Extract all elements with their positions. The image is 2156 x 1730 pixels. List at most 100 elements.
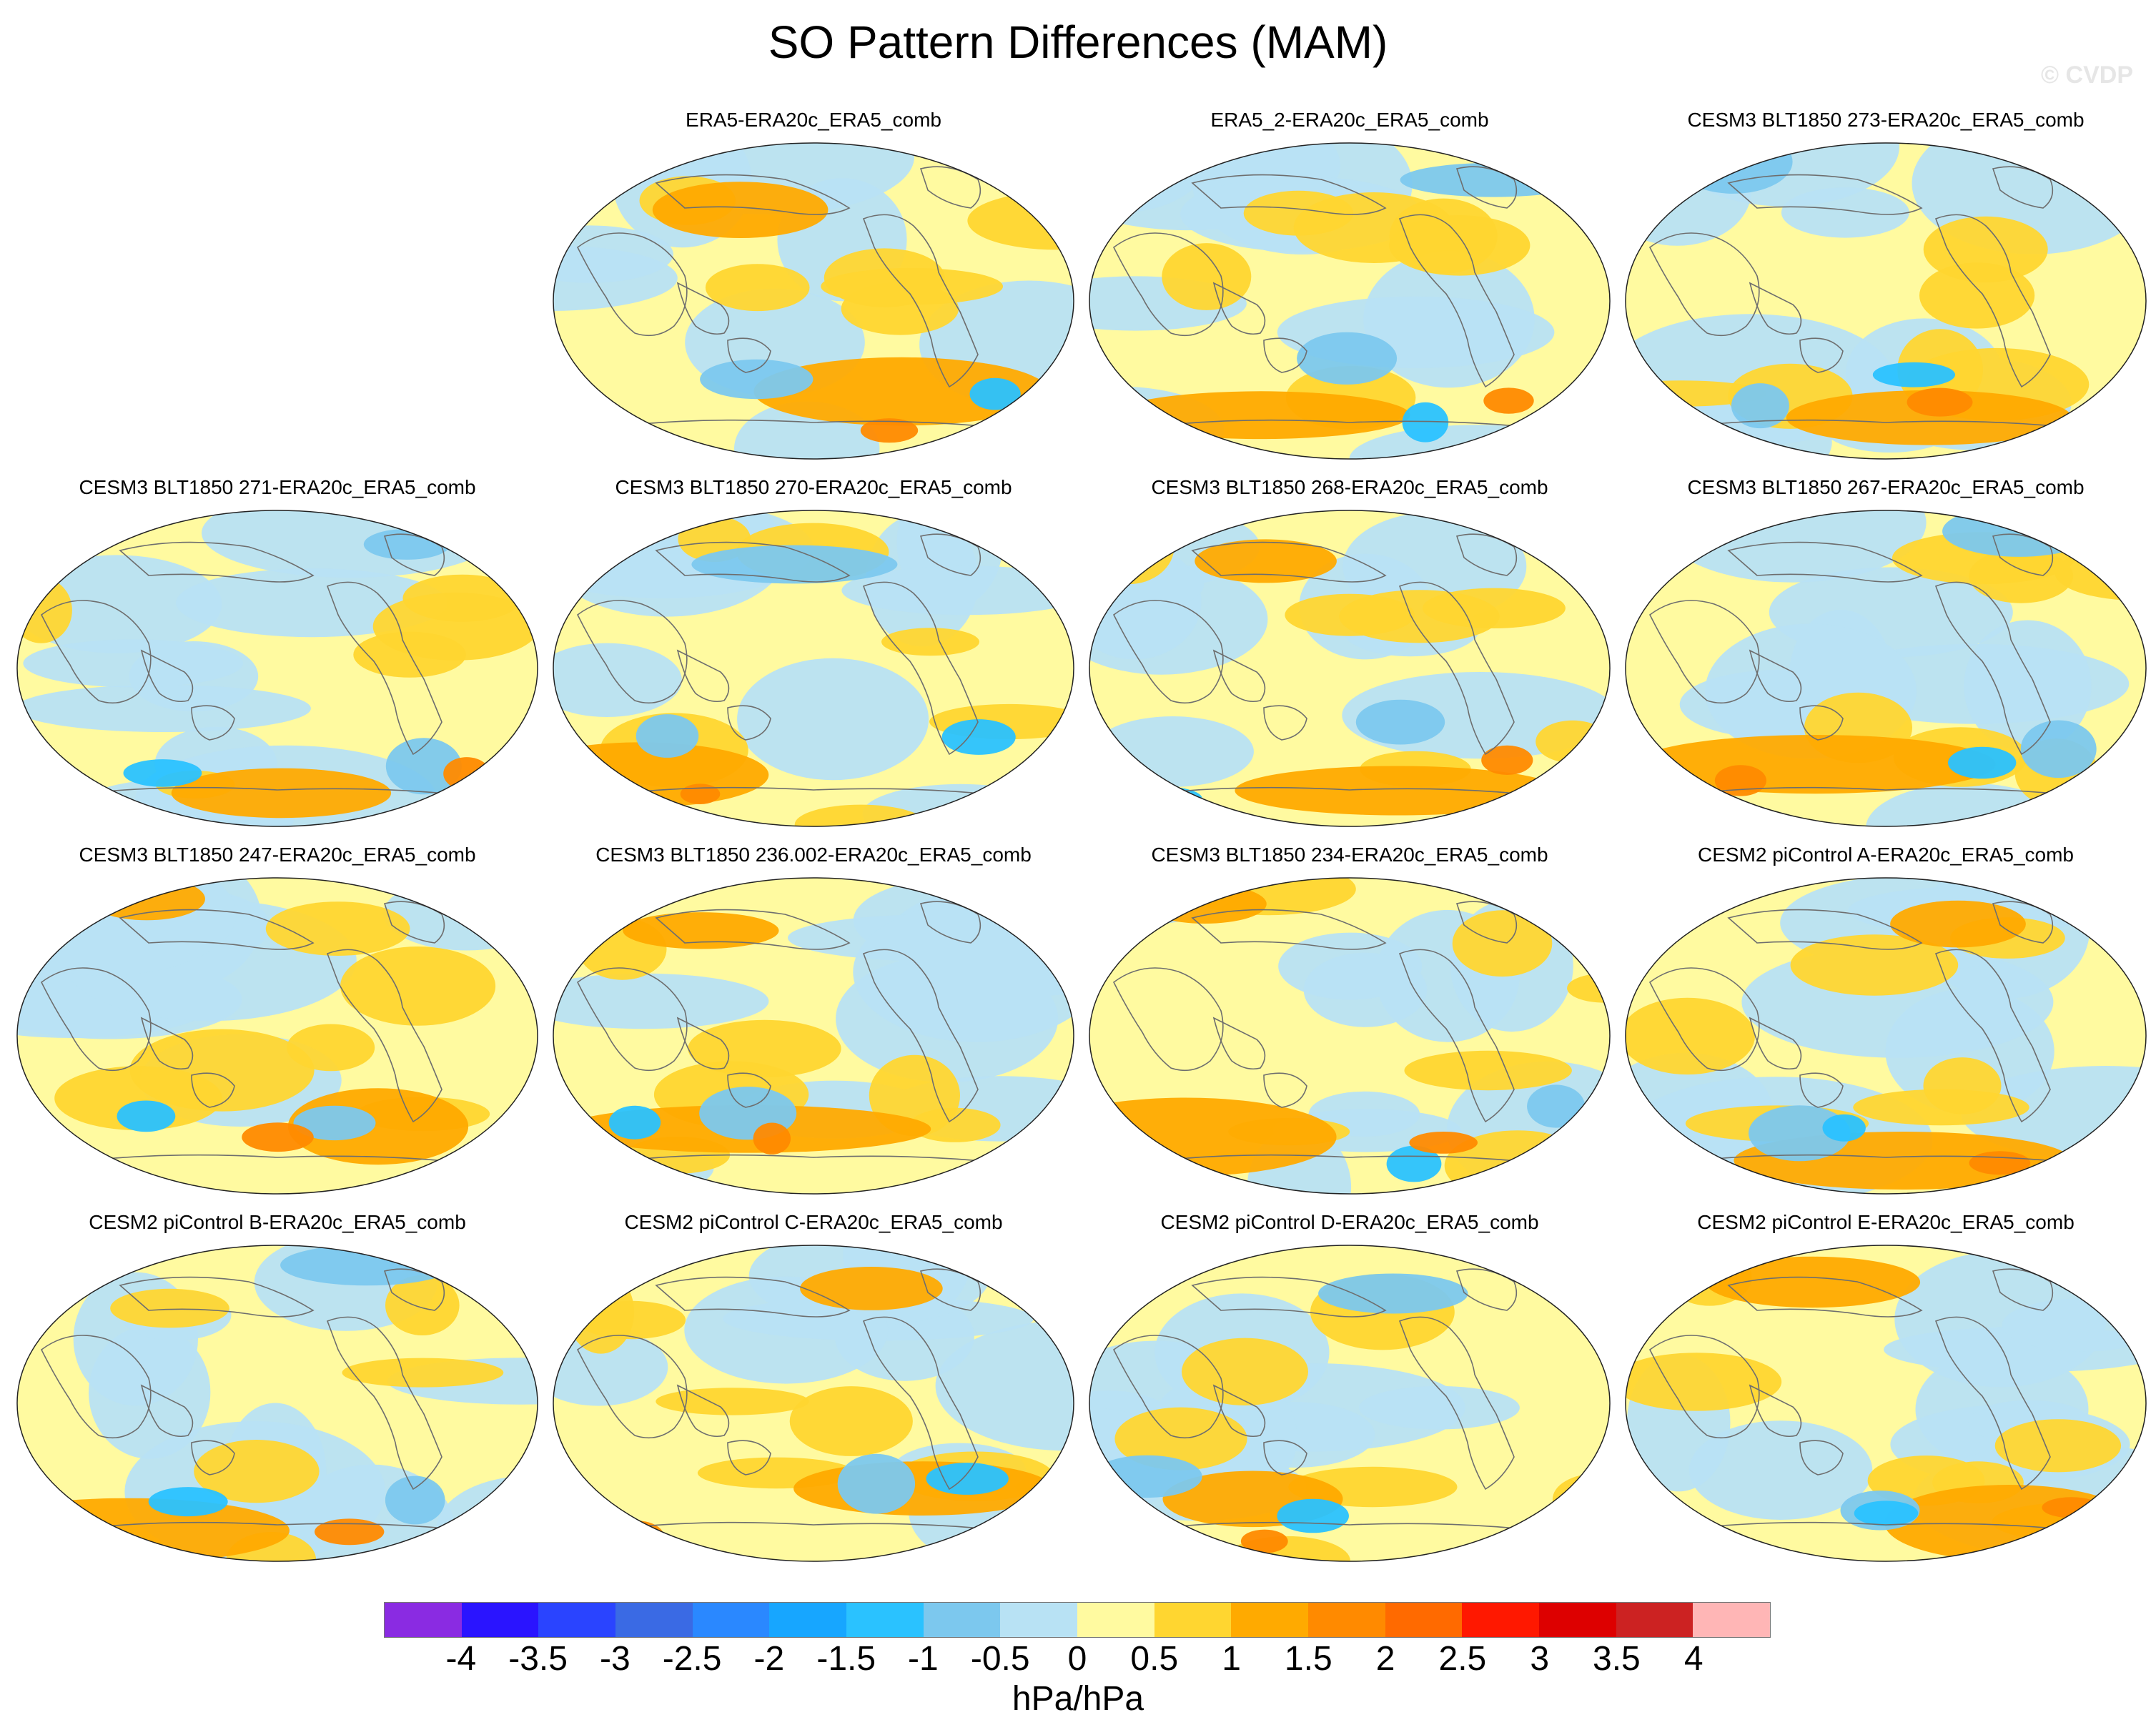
positive-anomaly-contour — [1404, 1050, 1572, 1091]
map-panel: CESM3 BLT1850 270-ERA20c_ERA5_comb — [549, 473, 1078, 838]
global-map — [553, 877, 1074, 1195]
coastline — [676, 1384, 730, 1438]
map-outline — [1089, 1245, 1611, 1562]
coastline — [140, 649, 194, 703]
positive-anomaly-contour — [372, 592, 538, 661]
coastline — [576, 967, 688, 1072]
coastline — [1455, 901, 1518, 944]
negative-anomaly-contour — [700, 359, 814, 400]
coastline — [1648, 967, 1760, 1072]
panel-title: CESM3 BLT1850 267-ERA20c_ERA5_comb — [1687, 476, 2085, 498]
map-outline — [16, 877, 538, 1195]
positive-anomaly-contour — [265, 901, 410, 956]
coastline — [727, 1072, 771, 1108]
map-outline — [16, 510, 538, 827]
map-outline — [553, 877, 1074, 1195]
panel-title: CESM3 BLT1850 234-ERA20c_ERA5_comb — [1151, 844, 1548, 866]
positive-anomaly-contour — [753, 357, 1049, 426]
coastline — [576, 600, 688, 704]
panel-title: CESM3 BLT1850 271-ERA20c_ERA5_comb — [79, 476, 476, 498]
colorbar-tick-label: -1 — [908, 1640, 939, 1678]
positive-anomaly-contour — [1240, 1529, 1288, 1553]
global-map — [1089, 142, 1611, 460]
global-map — [1625, 142, 2147, 460]
positive-anomaly-contour — [1790, 934, 1959, 996]
coastline — [119, 909, 315, 950]
panel-title: CESM3 BLT1850 268-ERA20c_ERA5_comb — [1151, 476, 1548, 498]
coastline — [1799, 705, 1844, 741]
coastline — [1648, 1335, 1760, 1439]
colorbar-swatch — [1385, 1603, 1463, 1637]
negative-anomaly-contour — [553, 973, 769, 1029]
coastline — [1749, 1017, 1802, 1070]
coastline — [1398, 581, 1515, 756]
positive-anomaly-contour — [1195, 539, 1337, 583]
coastline — [140, 1017, 194, 1070]
negative-anomaly-contour — [1402, 402, 1449, 443]
positive-anomaly-contour — [1626, 1353, 1782, 1411]
negative-anomaly-contour — [636, 714, 699, 758]
coastline — [1749, 1384, 1802, 1438]
map-panel: CESM2 piControl A-ERA20c_ERA5_comb — [1621, 841, 2150, 1205]
coastline — [862, 1316, 979, 1491]
panel-title: CESM2 piControl C-ERA20c_ERA5_comb — [624, 1211, 1003, 1233]
map-outline — [1625, 1245, 2147, 1562]
coastline — [1263, 337, 1307, 373]
map-panel: CESM2 piControl D-ERA20c_ERA5_comb — [1085, 1208, 1614, 1573]
positive-anomaly-contour — [821, 267, 1003, 305]
colorbar-swatch — [1231, 1603, 1309, 1637]
positive-anomaly-contour — [171, 768, 392, 819]
negative-anomaly-contour — [553, 643, 682, 718]
positive-anomaly-contour — [17, 577, 72, 643]
negative-anomaly-contour — [385, 1476, 445, 1525]
negative-anomaly-contour — [280, 1245, 455, 1286]
panel-title: CESM3 BLT1850 273-ERA20c_ERA5_comb — [1687, 109, 2085, 131]
negative-anomaly-contour — [117, 1100, 176, 1132]
negative-anomaly-contour — [691, 545, 898, 584]
coastline — [40, 600, 152, 704]
positive-anomaly-contour — [688, 1019, 841, 1078]
negative-anomaly-contour — [1948, 746, 2017, 779]
map-panel: CESM3 BLT1850 271-ERA20c_ERA5_comb — [13, 473, 542, 838]
coastline — [1455, 533, 1518, 576]
negative-anomaly-contour — [553, 225, 673, 283]
coastline — [1934, 214, 2051, 388]
map-outline — [1625, 877, 2147, 1195]
page-title: SO Pattern Differences (MAM) — [768, 16, 1388, 68]
map-outline — [16, 1245, 538, 1562]
map-panel: CESM3 BLT1850 273-ERA20c_ERA5_comb — [1621, 106, 2150, 470]
positive-anomaly-contour — [789, 1386, 913, 1456]
coastline — [862, 581, 979, 756]
coastline — [1191, 541, 1387, 583]
colorbar-tick-label: -2 — [753, 1640, 785, 1678]
global-map — [553, 510, 1074, 827]
negative-anomaly-contour — [385, 738, 462, 795]
colorbar-swatch — [692, 1603, 770, 1637]
colorbar-tick-label: -3.5 — [508, 1640, 568, 1678]
map-outline — [1625, 142, 2147, 460]
coastline — [727, 337, 771, 373]
coastline — [1112, 1335, 1224, 1439]
coastline — [1992, 533, 2054, 576]
global-map — [1625, 877, 2147, 1195]
coastline — [1992, 166, 2054, 209]
positive-anomaly-contour — [194, 1440, 320, 1503]
coastline — [1263, 1440, 1307, 1476]
coastline — [1799, 1072, 1844, 1108]
coastline — [191, 705, 235, 741]
coastline — [676, 282, 730, 335]
positive-anomaly-contour — [1786, 390, 2072, 445]
coastline — [1263, 1072, 1307, 1108]
coastline — [1749, 649, 1802, 703]
positive-anomaly-contour — [443, 757, 490, 791]
positive-anomaly-contour — [1635, 735, 1996, 794]
colorbar-swatch — [385, 1603, 462, 1637]
coastline — [1212, 1017, 1266, 1070]
coastline — [40, 1335, 152, 1439]
coastline — [862, 214, 979, 388]
coastline — [1648, 232, 1760, 337]
colorbar-swatch — [1616, 1603, 1693, 1637]
coastline — [1455, 1268, 1518, 1311]
coastline — [1727, 174, 1923, 215]
negative-anomaly-contour — [837, 1453, 916, 1514]
